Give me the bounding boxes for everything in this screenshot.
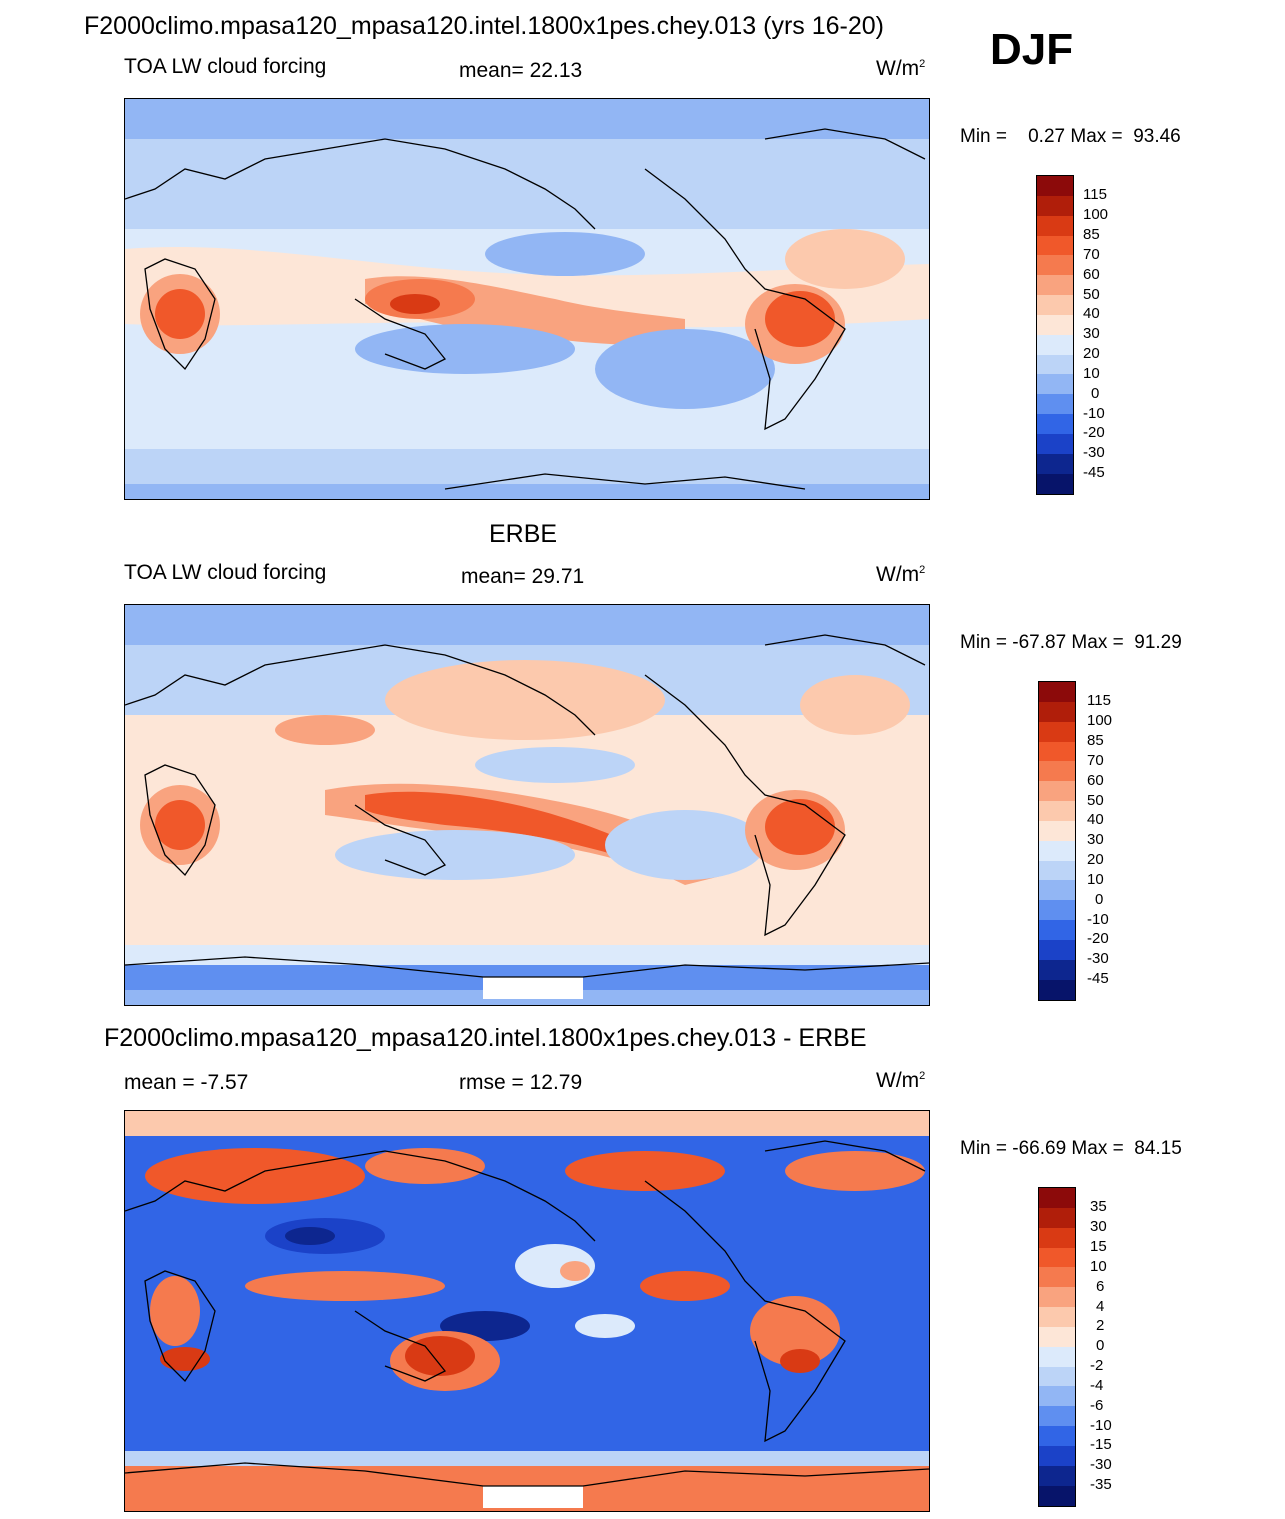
colorbar-tick-label: 10 [1090, 1258, 1107, 1275]
panel3-colorbar [1038, 1187, 1076, 1507]
colorbar-tick-label: 10 [1083, 365, 1100, 382]
colorbar-tick-label: 6 [1096, 1278, 1105, 1295]
colorbar-tick-label: 0 [1095, 891, 1104, 908]
colorbar-tick-label: -20 [1083, 424, 1105, 441]
colorbar-tick-label: 0 [1096, 1337, 1105, 1354]
colorbar-tick-label: -10 [1087, 911, 1109, 928]
panel2-variable-label: TOA LW cloud forcing [124, 561, 327, 584]
season-label: DJF [990, 25, 1074, 74]
colorbar-tick-label: 70 [1087, 752, 1104, 769]
panel2-subtitle: ERBE [489, 520, 558, 548]
panel2-minmax: Min = -67.87 Max = 91.29 [960, 632, 1182, 653]
colorbar-tick-label: 30 [1087, 831, 1104, 848]
colorbar-tick-label: 85 [1083, 226, 1100, 243]
colorbar-tick-label: -20 [1087, 930, 1109, 947]
colorbar-tick-label: 50 [1083, 286, 1100, 303]
colorbar-tick-label: -10 [1083, 405, 1105, 422]
panel1-map [124, 98, 930, 500]
colorbar-tick-label: 0 [1091, 385, 1100, 402]
colorbar-tick-label: -15 [1090, 1436, 1112, 1453]
colorbar-tick-label: 2 [1096, 1317, 1105, 1334]
panel2-mean-label: mean= 29.71 [461, 565, 585, 588]
panel1-units-label: W/m2 [876, 57, 926, 80]
panel1-variable-label: TOA LW cloud forcing [124, 55, 327, 78]
panel3-minmax: Min = -66.69 Max = 84.15 [960, 1138, 1182, 1159]
colorbar-tick-label: -10 [1090, 1417, 1112, 1434]
colorbar-tick-label: 20 [1083, 345, 1100, 362]
panel2-map [124, 604, 930, 1006]
colorbar-tick-label: 30 [1083, 325, 1100, 342]
colorbar-tick-label: 70 [1083, 246, 1100, 263]
colorbar-tick-label: 35 [1090, 1198, 1107, 1215]
colorbar-tick-label: 4 [1096, 1298, 1105, 1315]
panel3-mean-label: mean = -7.57 [124, 1071, 249, 1094]
colorbar-tick-label: 10 [1087, 871, 1104, 888]
colorbar-tick-label: -35 [1090, 1476, 1112, 1493]
colorbar-tick-label: 100 [1087, 712, 1113, 729]
colorbar-tick-label: -45 [1083, 464, 1105, 481]
panel3-map [124, 1110, 930, 1512]
colorbar-tick-label: 60 [1083, 266, 1100, 283]
colorbar-tick-label: 115 [1083, 186, 1107, 203]
colorbar-tick-label: 85 [1087, 732, 1104, 749]
colorbar-tick-label: 30 [1090, 1218, 1107, 1235]
colorbar-tick-label: -30 [1087, 950, 1109, 967]
panel3-rmse-label: rmse = 12.79 [459, 1071, 583, 1094]
panel3-units-label: W/m2 [876, 1069, 926, 1092]
colorbar-tick-label: -2 [1090, 1357, 1104, 1374]
colorbar-tick-label: 60 [1087, 772, 1104, 789]
panel2-units-label: W/m2 [876, 563, 926, 586]
colorbar-tick-label: 20 [1087, 851, 1104, 868]
panel1-colorbar [1036, 175, 1074, 495]
panel1-mean-label: mean= 22.13 [459, 59, 583, 82]
colorbar-tick-label: -30 [1090, 1456, 1112, 1473]
colorbar-tick-label: -4 [1090, 1377, 1104, 1394]
panel3-subtitle: F2000climo.mpasa120_mpasa120.intel.1800x… [104, 1024, 867, 1052]
colorbar-tick-label: 40 [1083, 305, 1100, 322]
colorbar-tick-label: 15 [1090, 1238, 1107, 1255]
colorbar-tick-label: 100 [1083, 206, 1109, 223]
colorbar-tick-label: 40 [1087, 811, 1104, 828]
panel2-colorbar [1038, 681, 1076, 1001]
main-title: F2000climo.mpasa120_mpasa120.intel.1800x… [84, 12, 885, 40]
colorbar-tick-label: 50 [1087, 792, 1104, 809]
colorbar-tick-label: -6 [1090, 1397, 1104, 1414]
colorbar-tick-label: -45 [1087, 970, 1109, 987]
panel1-minmax: Min = 0.27 Max = 93.46 [960, 126, 1181, 147]
colorbar-tick-label: 115 [1087, 692, 1111, 709]
colorbar-tick-label: -30 [1083, 444, 1105, 461]
